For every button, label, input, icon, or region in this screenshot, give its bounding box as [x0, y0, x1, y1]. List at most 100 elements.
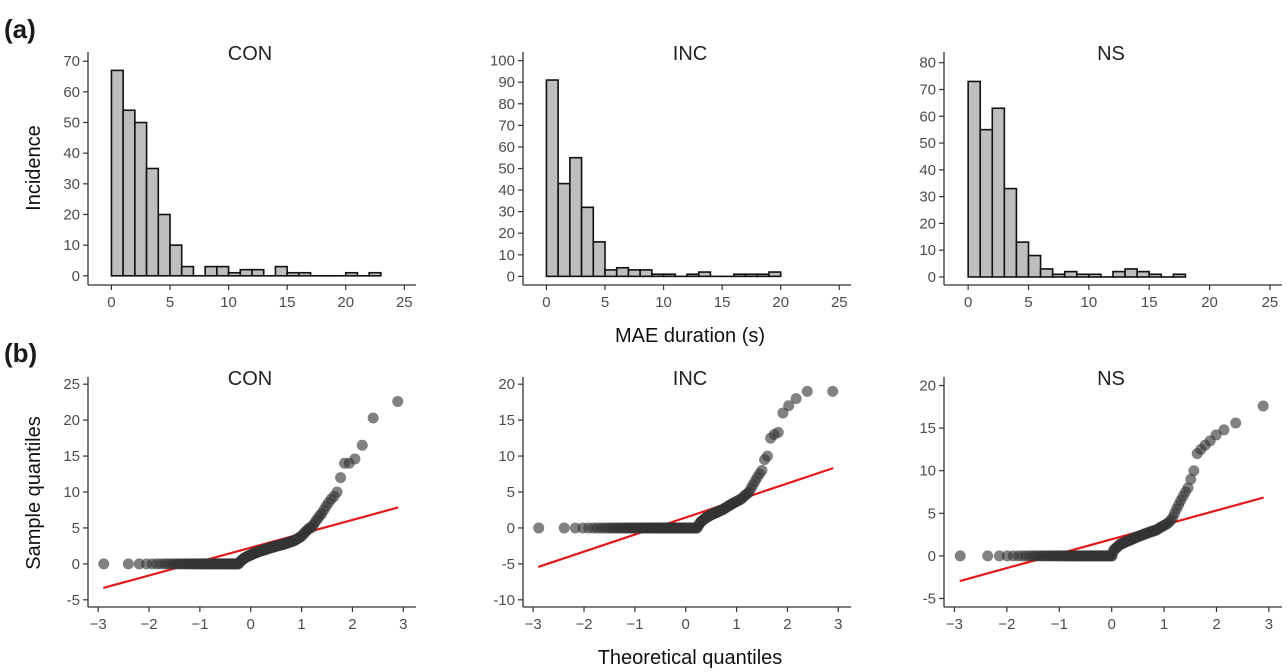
hist-inc-bar: [615, 266, 630, 278]
qq-inc-x-tick-label: 1: [732, 616, 740, 633]
qq-con-point: [122, 558, 134, 570]
hist-inc-bar: [592, 241, 606, 278]
qq-ns-y-tick-label: 15: [919, 420, 936, 437]
hist-con-x-tick-label: 20: [337, 294, 354, 311]
qq-inc-point: [558, 522, 570, 534]
hist-inc-bar: [733, 273, 747, 278]
hist-inc-y-tick-label: 90: [498, 74, 515, 91]
qq-inc-y-tick-label: 0: [507, 520, 515, 537]
y-axis-label-sample-quantiles: Sample quantiles: [23, 416, 45, 569]
qq-ns-point: [1182, 482, 1194, 494]
hist-ns-bar: [979, 128, 994, 278]
hist-con-bar: [134, 121, 148, 277]
hist-con-y-tick-label: 20: [63, 206, 80, 223]
hist-inc-y-tick-label: 30: [498, 204, 515, 221]
hist-con-x-tick-label: 25: [396, 294, 413, 311]
hist-ns-x-tick-label: 5: [1024, 294, 1032, 311]
hist-ns-x-tick-label: 10: [1081, 294, 1098, 311]
hist-inc-bar: [744, 273, 759, 278]
qq-ns-point: [954, 550, 966, 562]
hist-ns-bar: [1051, 273, 1066, 278]
hist-con-panel: CON 0 10 20 30 40 50 60 70 0 5 10 15 20 25: [63, 43, 416, 311]
qq-inc-point: [801, 385, 813, 397]
hist-con-bar: [368, 271, 382, 277]
hist-con-y-tick-label: 50: [63, 115, 80, 132]
hist-ns-bar: [1075, 273, 1090, 278]
hist-inc-bar: [580, 206, 595, 278]
qq-inc-point: [756, 464, 768, 476]
hist-ns-bar: [1088, 273, 1102, 278]
hist-ns-bar: [1015, 241, 1030, 278]
qq-con-y-tick-label: 0: [72, 556, 80, 573]
qq-inc-y-tick-label: 20: [498, 376, 515, 393]
qq-inc-y-tick-label: -10: [493, 592, 515, 609]
hist-ns-bar: [1148, 273, 1163, 278]
qq-ns-point: [982, 550, 994, 562]
qq-ns-panel: NS -5 0 5 10 15 20 −3 −2 −1 0 1 2 3: [919, 368, 1282, 633]
hist-ns-title: NS: [1097, 43, 1125, 65]
qq-ns-x-tick-label: −2: [998, 616, 1015, 633]
hist-con-bar: [180, 265, 195, 277]
qq-con-y-tick-label: 10: [63, 484, 80, 501]
hist-ns-y-tick-label: 20: [919, 215, 936, 232]
hist-inc-bar: [662, 273, 677, 278]
hist-inc-x-tick-label: 0: [542, 294, 550, 311]
qq-inc-x-tick-label: −3: [525, 616, 542, 633]
hist-inc-bar: [545, 79, 559, 278]
qq-ns-point: [1257, 400, 1269, 412]
qq-ns-point: [1210, 429, 1222, 441]
hist-ns-bar: [1039, 268, 1054, 278]
hist-con-bar: [227, 271, 242, 277]
qq-inc-point: [761, 450, 773, 462]
qq-con-x-tick-label: 1: [297, 616, 305, 633]
hist-inc-x-tick-label: 25: [831, 294, 848, 311]
qq-ns-point: [993, 550, 1005, 562]
hist-con-bar: [122, 109, 136, 277]
hist-con-y-tick-label: 40: [63, 145, 80, 162]
hist-ns-bar: [1063, 270, 1078, 278]
panel-a-label: (a): [4, 14, 36, 44]
qq-ns-x-tick-label: 0: [1108, 616, 1116, 633]
hist-inc-x-tick-label: 5: [601, 294, 609, 311]
qq-ns-y-tick-label: -5: [923, 590, 936, 607]
hist-ns-bar: [991, 107, 1006, 278]
hist-ns-x-tick-label: 25: [1262, 294, 1279, 311]
hist-inc-x-tick-label: 15: [714, 294, 731, 311]
x-axis-label-theoretical-quantiles: Theoretical quantiles: [598, 647, 783, 669]
qq-ns-x-tick-label: −3: [946, 616, 963, 633]
qq-ns-x-tick-label: 3: [1265, 616, 1273, 633]
qq-con-point: [367, 412, 379, 424]
hist-ns-bar: [1112, 270, 1126, 278]
qq-inc-y-tick-label: 15: [498, 412, 515, 429]
hist-ns-bar: [967, 80, 982, 278]
hist-con-bar: [145, 167, 160, 277]
hist-con-bar: [298, 271, 312, 277]
hist-inc-y-tick-label: 60: [498, 139, 515, 156]
hist-con-x-tick-label: 0: [107, 294, 115, 311]
qq-con-y-tick-label: 25: [63, 376, 80, 393]
qq-ns-x-tick-label: 1: [1160, 616, 1168, 633]
hist-con-bar: [286, 271, 300, 277]
qq-con-point: [356, 439, 368, 451]
hist-con-bar: [239, 268, 253, 277]
qq-ns-x-tick-label: 2: [1212, 616, 1220, 633]
hist-ns-y-tick-label: 60: [919, 108, 936, 125]
hist-ns-panel: NS 0 10 20 30 40 50 60 70 80 0 5 10 15 20 25: [919, 43, 1282, 311]
qq-con-x-tick-label: −1: [191, 616, 208, 633]
hist-inc-bar: [627, 269, 641, 278]
qq-con-x-tick-label: −3: [90, 616, 107, 633]
hist-ns-y-tick-label: 70: [919, 81, 936, 98]
qq-inc-point: [772, 426, 784, 438]
qq-ns-reference-line: [959, 496, 1264, 583]
qq-ns-point: [1218, 424, 1230, 436]
hist-inc-y-tick-label: 80: [498, 96, 515, 113]
qq-con-y-tick-label: 20: [63, 412, 80, 429]
hist-con-bar: [169, 244, 183, 277]
qq-con-y-tick-label: 15: [63, 448, 80, 465]
y-axis-label-incidence: Incidence: [23, 125, 45, 211]
hist-ns-y-tick-label: 10: [919, 242, 936, 259]
qq-ns-y-tick-label: 20: [919, 378, 936, 395]
qq-inc-y-tick-label: 10: [498, 448, 515, 465]
hist-inc-bar: [651, 273, 665, 278]
